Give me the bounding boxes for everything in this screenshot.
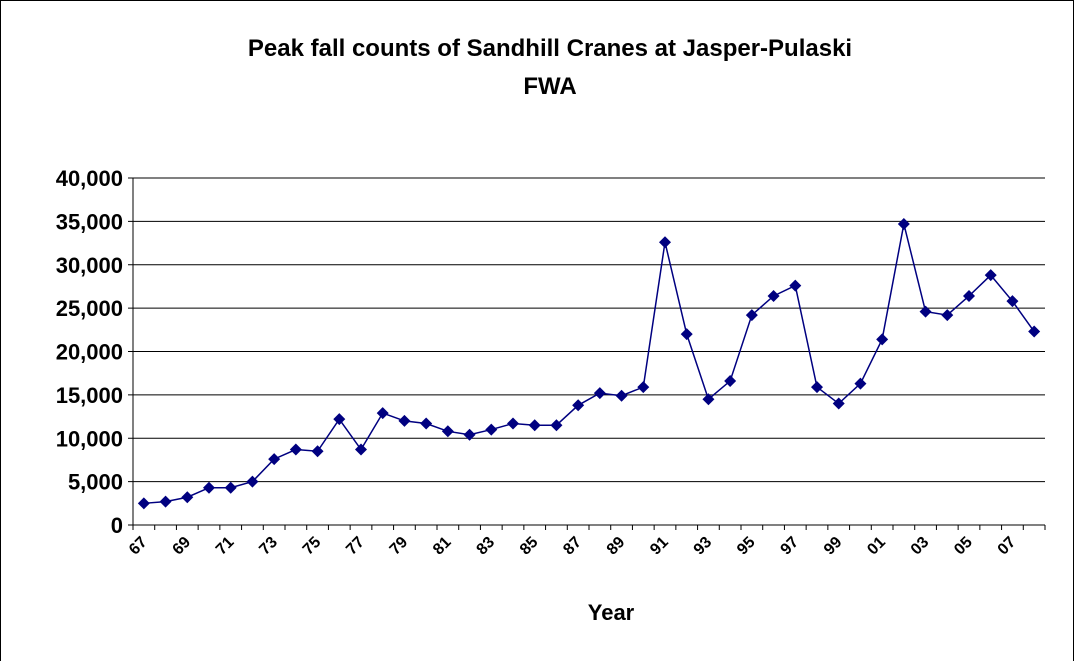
data-point: [246, 475, 259, 488]
data-point: [159, 495, 172, 508]
x-tick-label: 07: [995, 534, 1020, 559]
data-point: [485, 423, 498, 436]
data-point: [593, 387, 606, 400]
data-point: [702, 393, 715, 406]
x-tick-label: 69: [170, 534, 195, 559]
data-point: [268, 453, 281, 466]
data-point: [876, 333, 889, 346]
data-point: [811, 381, 823, 394]
x-axis-title: Year: [588, 600, 635, 625]
data-point: [289, 443, 302, 456]
y-tick-label: 15,000: [56, 383, 123, 408]
data-point: [376, 407, 389, 420]
data-point: [832, 397, 845, 410]
x-tick-label: 71: [213, 534, 238, 559]
x-tick-label: 91: [647, 534, 672, 559]
data-point: [550, 419, 563, 432]
data-point: [637, 381, 650, 394]
data-point: [919, 305, 932, 318]
data-point: [963, 289, 975, 302]
y-tick-label: 20,000: [56, 340, 123, 365]
x-tick-label: 73: [256, 534, 281, 559]
x-tick-label: 67: [126, 534, 151, 559]
y-tick-label: 10,000: [56, 426, 123, 451]
data-point: [528, 419, 541, 432]
x-tick-label: 97: [778, 534, 803, 559]
data-point: [745, 309, 758, 322]
data-point: [789, 279, 802, 292]
y-tick-label: 35,000: [56, 209, 123, 234]
data-point: [680, 328, 693, 341]
data-point: [615, 389, 628, 402]
x-tick-label: 93: [691, 534, 716, 559]
x-tick-label: 77: [343, 534, 368, 559]
data-point: [897, 217, 910, 230]
data-point: [398, 414, 411, 427]
x-tick-label: 85: [517, 534, 542, 559]
y-tick-label: 0: [111, 513, 123, 538]
x-tick-label: 89: [604, 534, 629, 559]
data-point: [507, 417, 519, 430]
y-tick-label: 30,000: [56, 253, 123, 278]
x-tick-label: 83: [474, 534, 499, 559]
x-tick-label: 05: [951, 534, 976, 559]
data-point: [724, 374, 737, 387]
data-point: [441, 425, 454, 438]
chart-title: Peak fall counts of Sandhill Cranes at J…: [247, 35, 853, 100]
data-point: [181, 491, 194, 504]
data-point: [311, 445, 324, 458]
data-point: [203, 481, 215, 494]
x-tick-label: 99: [821, 534, 846, 559]
data-point: [984, 269, 997, 282]
x-tick-label: 01: [864, 534, 889, 559]
x-tick-label: 87: [560, 534, 585, 559]
data-point: [767, 289, 780, 302]
y-tick-label: 25,000: [56, 296, 123, 321]
x-tick-label: 03: [908, 534, 933, 559]
data-point: [941, 309, 954, 322]
data-point: [137, 497, 150, 510]
data-point: [572, 399, 585, 412]
x-tick-label: 81: [430, 534, 455, 559]
data-point: [355, 443, 367, 456]
data-point: [659, 236, 671, 249]
y-tick-label: 5,000: [68, 470, 123, 495]
data-point: [854, 377, 867, 390]
data-point: [333, 413, 346, 426]
x-tick-label: 75: [300, 534, 325, 559]
y-tick-label: 40,000: [56, 166, 123, 191]
data-point: [1006, 295, 1019, 308]
data-point: [463, 428, 476, 441]
x-tick-label: 79: [387, 534, 412, 559]
data-point: [224, 481, 237, 494]
data-point: [1028, 325, 1041, 338]
data-point: [420, 417, 433, 430]
x-tick-label: 95: [734, 534, 759, 559]
